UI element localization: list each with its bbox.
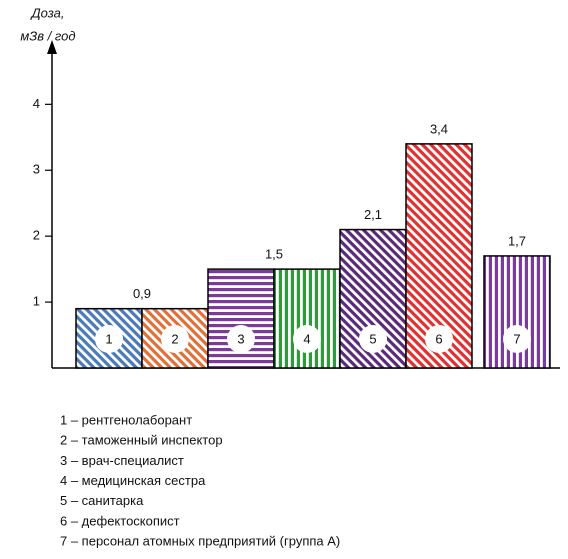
category-label: 7: [513, 331, 520, 346]
category-label: 4: [303, 331, 310, 346]
value-label: 0,9: [133, 286, 151, 301]
bar: [273, 268, 341, 369]
legend-entry: 1 – рентгенолаборант: [60, 412, 192, 427]
category-badge: [161, 325, 189, 353]
category-label: 6: [435, 331, 442, 346]
y-axis-title: Доза,: [30, 5, 65, 20]
category-label: 1: [105, 331, 112, 346]
category-badge: [503, 325, 531, 353]
category-badge: [293, 325, 321, 353]
y-tick-label: 3: [33, 162, 40, 177]
value-label: 3,4: [430, 121, 448, 136]
category-label: 5: [369, 331, 376, 346]
legend-entry: 5 – санитарка: [60, 493, 144, 508]
y-tick-label: 1: [33, 294, 40, 309]
category-badge: [227, 325, 255, 353]
value-label: 2,1: [364, 207, 382, 222]
category-badge: [359, 325, 387, 353]
category-label: 2: [171, 331, 178, 346]
y-tick-label: 4: [33, 96, 40, 111]
category-badge: [425, 325, 453, 353]
y-axis-title: мЗв / год: [20, 28, 75, 43]
bar: [207, 268, 275, 369]
y-axis-arrow: [47, 40, 57, 54]
value-label: 1,7: [508, 233, 526, 248]
category-label: 3: [237, 331, 244, 346]
legend-entry: 6 – дефектоскопист: [60, 513, 180, 528]
category-badge: [95, 325, 123, 353]
legend-entry: 2 – таможенный инспектор: [60, 433, 223, 448]
legend-entry: 3 – врач-специалист: [60, 453, 184, 468]
legend-entry: 4 – медицинская сестра: [60, 473, 206, 488]
legend-entry: 7 – персонал атомных предприятий (группа…: [60, 534, 340, 549]
value-label: 1,5: [265, 247, 283, 262]
y-tick-label: 2: [33, 228, 40, 243]
